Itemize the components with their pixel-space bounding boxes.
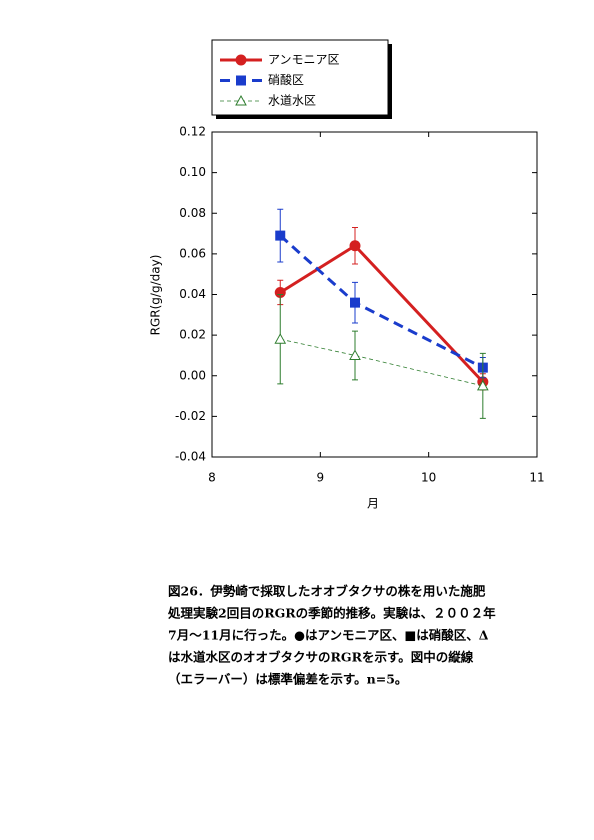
y-axis-label: RGR(g/g/day) [149, 255, 163, 336]
caption-line: 処理実験2回目のRGRの季節的推移。実験は、２００２年 [167, 606, 496, 621]
caption-line: 図26．伊勢崎で採取したオオブタクサの株を用いた施肥 [168, 584, 486, 599]
legend-label: 水道水区 [268, 94, 316, 108]
y-tick-label: 0.02 [179, 328, 206, 342]
legend-marker [235, 54, 247, 66]
series-line [280, 338, 483, 387]
y-tick-label: 0.04 [179, 287, 206, 301]
data-point [349, 240, 361, 252]
data-point [349, 349, 361, 360]
x-tick-label: 11 [529, 471, 544, 485]
data-point [274, 286, 286, 298]
legend-marker [235, 94, 247, 106]
caption-line: 7月～11月に行った。●はアンモニア区、■は硝酸区、Δ [168, 628, 489, 643]
x-tick-label: 9 [317, 471, 325, 485]
y-tick-label: 0.00 [179, 368, 206, 382]
caption-line: （エラーバー）は標準偏差を示す。n=5。 [168, 672, 407, 687]
data-point [476, 379, 489, 391]
data-point [275, 230, 286, 241]
y-tick-label: -0.04 [175, 450, 206, 464]
y-tick-label: 0.12 [179, 125, 206, 139]
x-axis-label: 月 [367, 497, 379, 511]
y-tick-label: -0.02 [175, 409, 206, 423]
y-tick-label: 0.08 [179, 206, 206, 220]
caption-line: は水道水区のオオブタクサのRGRを示す。図中の縦線 [168, 650, 474, 665]
legend-marker [236, 75, 246, 86]
x-tick-label: 10 [421, 471, 436, 485]
legend-label: アンモニア区 [268, 53, 340, 67]
data-point [350, 297, 360, 308]
y-tick-label: 0.10 [179, 165, 206, 179]
y-tick-label: 0.06 [179, 246, 206, 260]
data-point [274, 333, 287, 344]
legend-label: 硝酸区 [268, 72, 304, 87]
x-tick-label: 8 [208, 471, 216, 485]
